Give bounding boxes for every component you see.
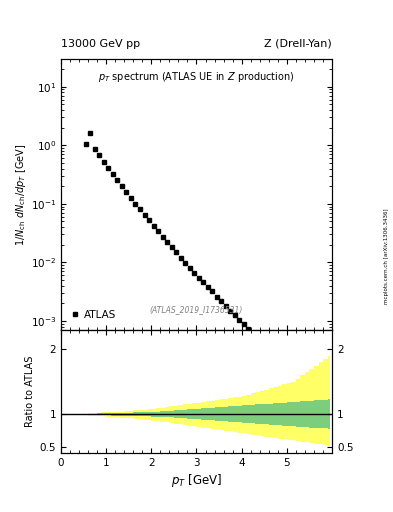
ATLAS <box>178 254 183 261</box>
ATLAS <box>327 403 332 409</box>
ATLAS <box>133 201 138 207</box>
ATLAS <box>305 381 310 388</box>
ATLAS <box>88 130 93 136</box>
X-axis label: $p_T\ [\mathrm{GeV}]$: $p_T\ [\mathrm{GeV}]$ <box>171 472 222 489</box>
ATLAS <box>323 398 328 404</box>
Text: Z (Drell-Yan): Z (Drell-Yan) <box>264 38 332 49</box>
Text: mcplots.cern.ch [arXiv:1306.3436]: mcplots.cern.ch [arXiv:1306.3436] <box>384 208 389 304</box>
Text: $p_T$ spectrum (ATLAS UE in $Z$ production): $p_T$ spectrum (ATLAS UE in $Z$ producti… <box>98 70 295 84</box>
Line: ATLAS: ATLAS <box>83 130 332 409</box>
ATLAS <box>115 177 120 183</box>
Y-axis label: $1/N_\mathrm{ch}\ dN_\mathrm{ch}/dp_T\ [\mathrm{GeV}]$: $1/N_\mathrm{ch}\ dN_\mathrm{ch}/dp_T\ [… <box>14 143 28 246</box>
ATLAS <box>83 141 88 147</box>
Legend: ATLAS: ATLAS <box>66 304 121 325</box>
ATLAS <box>147 218 151 224</box>
Y-axis label: Ratio to ATLAS: Ratio to ATLAS <box>26 356 35 427</box>
Text: 13000 GeV pp: 13000 GeV pp <box>61 38 140 49</box>
Text: (ATLAS_2019_I1736531): (ATLAS_2019_I1736531) <box>150 305 243 314</box>
